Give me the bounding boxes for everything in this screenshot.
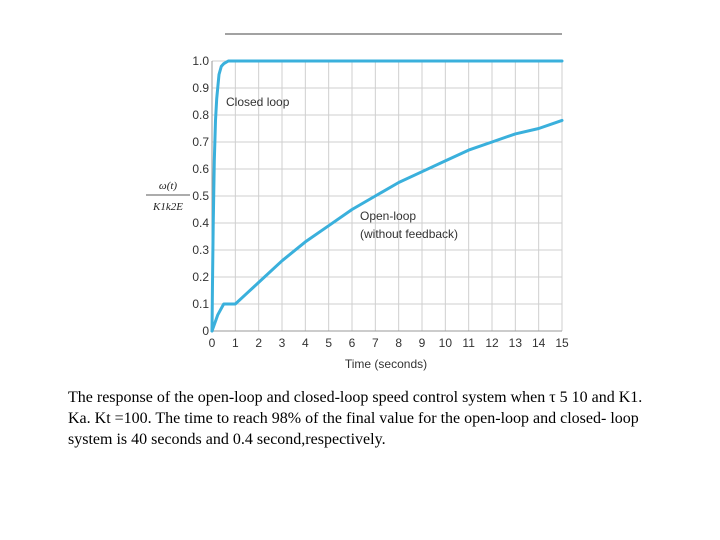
series-lines (210, 59, 564, 333)
closed-loop-label: Closed loop (226, 95, 290, 109)
figure-caption: The response of the open-loop and closed… (68, 389, 643, 448)
y-tick-label: 0.4 (192, 216, 209, 230)
open-loop-line (210, 118, 564, 333)
x-tick-label: 6 (349, 336, 356, 350)
x-tick-label: 15 (555, 336, 569, 350)
y-tick-label: 0.3 (192, 243, 209, 257)
x-tick-label: 4 (302, 336, 309, 350)
y-tick-label: 0.7 (192, 135, 209, 149)
x-tick-label: 12 (485, 336, 499, 350)
y-tick-label: 0.8 (192, 108, 209, 122)
x-tick-label: 11 (462, 336, 475, 350)
y-tick-label: 0.9 (192, 81, 209, 95)
y-tick-label: 0.2 (192, 270, 209, 284)
x-tick-label: 0 (209, 336, 216, 350)
x-tick-label: 2 (255, 336, 262, 350)
y-tick-labels: 0 0.1 0.2 0.3 0.4 0.5 0.6 0.7 0.8 0.9 1.0 (192, 54, 209, 338)
x-tick-label: 7 (372, 336, 379, 350)
x-tick-label: 5 (325, 336, 332, 350)
y-tick-label: 1.0 (192, 54, 209, 68)
x-axis-label: Time (seconds) (345, 357, 427, 371)
y-tick-label: 0.6 (192, 162, 209, 176)
x-tick-label: 14 (532, 336, 546, 350)
x-tick-label: 9 (419, 336, 426, 350)
x-tick-label: 10 (439, 336, 453, 350)
y-axis-label-numerator: ω(t) (159, 180, 177, 192)
grid (212, 60, 563, 331)
x-tick-label: 1 (232, 336, 239, 350)
y-tick-label: 0.5 (192, 189, 209, 203)
x-tick-label: 8 (395, 336, 402, 350)
x-tick-label: 3 (279, 336, 286, 350)
open-loop-label: Open-loop (360, 209, 416, 223)
x-tick-label: 13 (509, 336, 523, 350)
open-loop-note: (without feedback) (360, 227, 458, 241)
y-tick-label: 0.1 (192, 297, 209, 311)
y-tick-label: 0 (202, 324, 209, 338)
closed-loop-line (210, 59, 564, 333)
x-tick-labels: 0 1 2 3 4 5 6 7 8 9 10 11 12 13 14 15 (209, 336, 569, 350)
y-axis-label-denominator: K1k2E (152, 201, 183, 213)
